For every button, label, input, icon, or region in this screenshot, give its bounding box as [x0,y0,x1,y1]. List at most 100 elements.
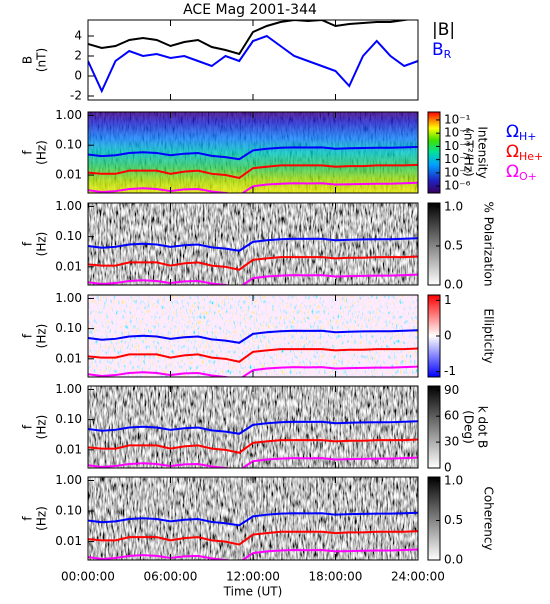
y-tick-label: 1.00 [55,199,82,213]
data-line [88,273,418,285]
colorbar-tick-label: 0.5 [444,238,463,252]
data-line [88,34,418,94]
data-line [88,145,418,161]
data-line [88,181,418,193]
colorbar-tick-label: 60 [444,409,459,423]
colorbar-label: Ellipticity [482,309,496,364]
legend-entry: ΩH+ [506,122,537,143]
data-line [88,347,418,363]
colorbar-tick-label: 10⁻⁶ [444,179,471,193]
legend-entry: BR [432,40,452,61]
y-tick-label: 0.01 [55,168,82,182]
legend-name: |B| [432,20,455,40]
y-tick-label: 2 [74,49,82,63]
y-tick-label: 0 [74,69,82,83]
data-line [88,329,418,344]
x-tick-label: 12:00:00 [226,570,280,584]
colorbar-tick-label: 0 [444,329,452,343]
colorbar-tick-label: 0.0 [444,278,463,292]
legend-entry: ΩHe+ [506,142,543,163]
y-axis-label: (Hz) [35,506,49,531]
colorbar-tick-label: 10⁻² [444,126,471,140]
x-axis-label: Time (UT) [223,585,283,599]
y-axis-label: (Hz) [35,415,49,440]
y-axis-label: B [21,56,35,64]
colorbar-label: % Polarization [482,202,496,287]
colorbar-tick-label: 10⁻¹ [444,112,471,126]
x-tick-label: 00:00:00 [61,570,115,584]
colorbar-tick-label: 0.5 [444,513,463,527]
y-tick-label: 0.10 [55,138,82,152]
legend-name: Ω [506,122,519,142]
y-axis-label: (Hz) [35,140,49,165]
data-line [88,237,418,252]
y-tick-label: 0.10 [55,504,82,518]
y-tick-label: 0.01 [55,442,82,456]
legend-entry: ΩO+ [506,162,537,183]
data-line [88,20,412,56]
y-axis-label: (nT) [35,48,49,72]
y-axis-label: f [21,424,35,429]
colorbar-label: (nT²/Hz) [462,128,476,176]
legend-name: Ω [506,142,519,162]
legend-subscript: R [444,48,452,61]
data-line [88,456,418,468]
data-line [88,438,418,454]
colorbar-tick-label: 1.0 [444,473,463,487]
y-tick-label: 0.01 [55,259,82,273]
colorbar-tick-label: 0.0 [444,553,463,567]
y-tick-label: 4 [74,29,82,43]
colorbar-tick-label: 10⁻⁴ [444,152,471,166]
colorbar-label: k dot B [476,406,490,448]
colorbar-tick-label: -1 [444,364,456,378]
y-tick-label: 0.10 [55,412,82,426]
data-line [88,163,418,180]
data-line [88,420,418,435]
colorbar-tick-label: 1 [444,293,452,307]
y-tick-label: 0.10 [55,321,82,335]
y-tick-label: -2 [70,89,82,103]
legend-subscript: O+ [519,170,537,183]
data-line [88,530,418,546]
colorbar-tick-label: 10⁻³ [444,139,471,153]
y-axis-label: f [21,516,35,521]
y-axis-label: (Hz) [35,324,49,349]
y-tick-label: 1.00 [55,473,82,487]
y-axis-label: f [21,150,35,155]
chart-title: ACE Mag 2001-344 [183,2,317,18]
y-tick-label: 0.10 [55,229,82,243]
y-axis-label: (Hz) [35,232,49,257]
colorbar-tick-label: 0 [444,461,452,475]
y-axis-label: f [21,241,35,246]
colorbar-tick-label: 1.0 [444,199,463,213]
colorbar-label: Coherency [482,486,496,550]
colorbar [427,111,441,194]
data-line [88,548,418,560]
colorbar [427,385,441,469]
y-tick-label: 0.01 [55,534,82,548]
legend-entry: |B| [432,20,455,40]
colorbar-label: Intensity [476,126,490,178]
data-line [88,255,418,271]
legend-name: Ω [506,162,519,182]
y-tick-label: 0.01 [55,351,82,365]
colorbar-tick-label: 30 [444,435,459,449]
data-line [88,511,418,527]
colorbar [427,476,441,561]
y-tick-label: 1.00 [55,291,82,305]
x-tick-label: 24:00:00 [391,570,445,584]
y-tick-label: 1.00 [55,108,82,122]
y-tick-label: 1.00 [55,382,82,396]
legend-subscript: H+ [519,130,537,143]
colorbar [427,202,441,286]
colorbar-tick-label: 90 [444,383,459,397]
x-tick-label: 18:00:00 [309,570,363,584]
y-axis-label: f [21,333,35,338]
legend-subscript: He+ [519,150,543,163]
data-line [88,365,418,377]
colorbar-label: (Deg) [462,410,476,444]
x-tick-label: 06:00:00 [144,570,198,584]
colorbar-tick-label: 10⁻⁵ [444,165,471,179]
legend-name: B [432,40,444,60]
